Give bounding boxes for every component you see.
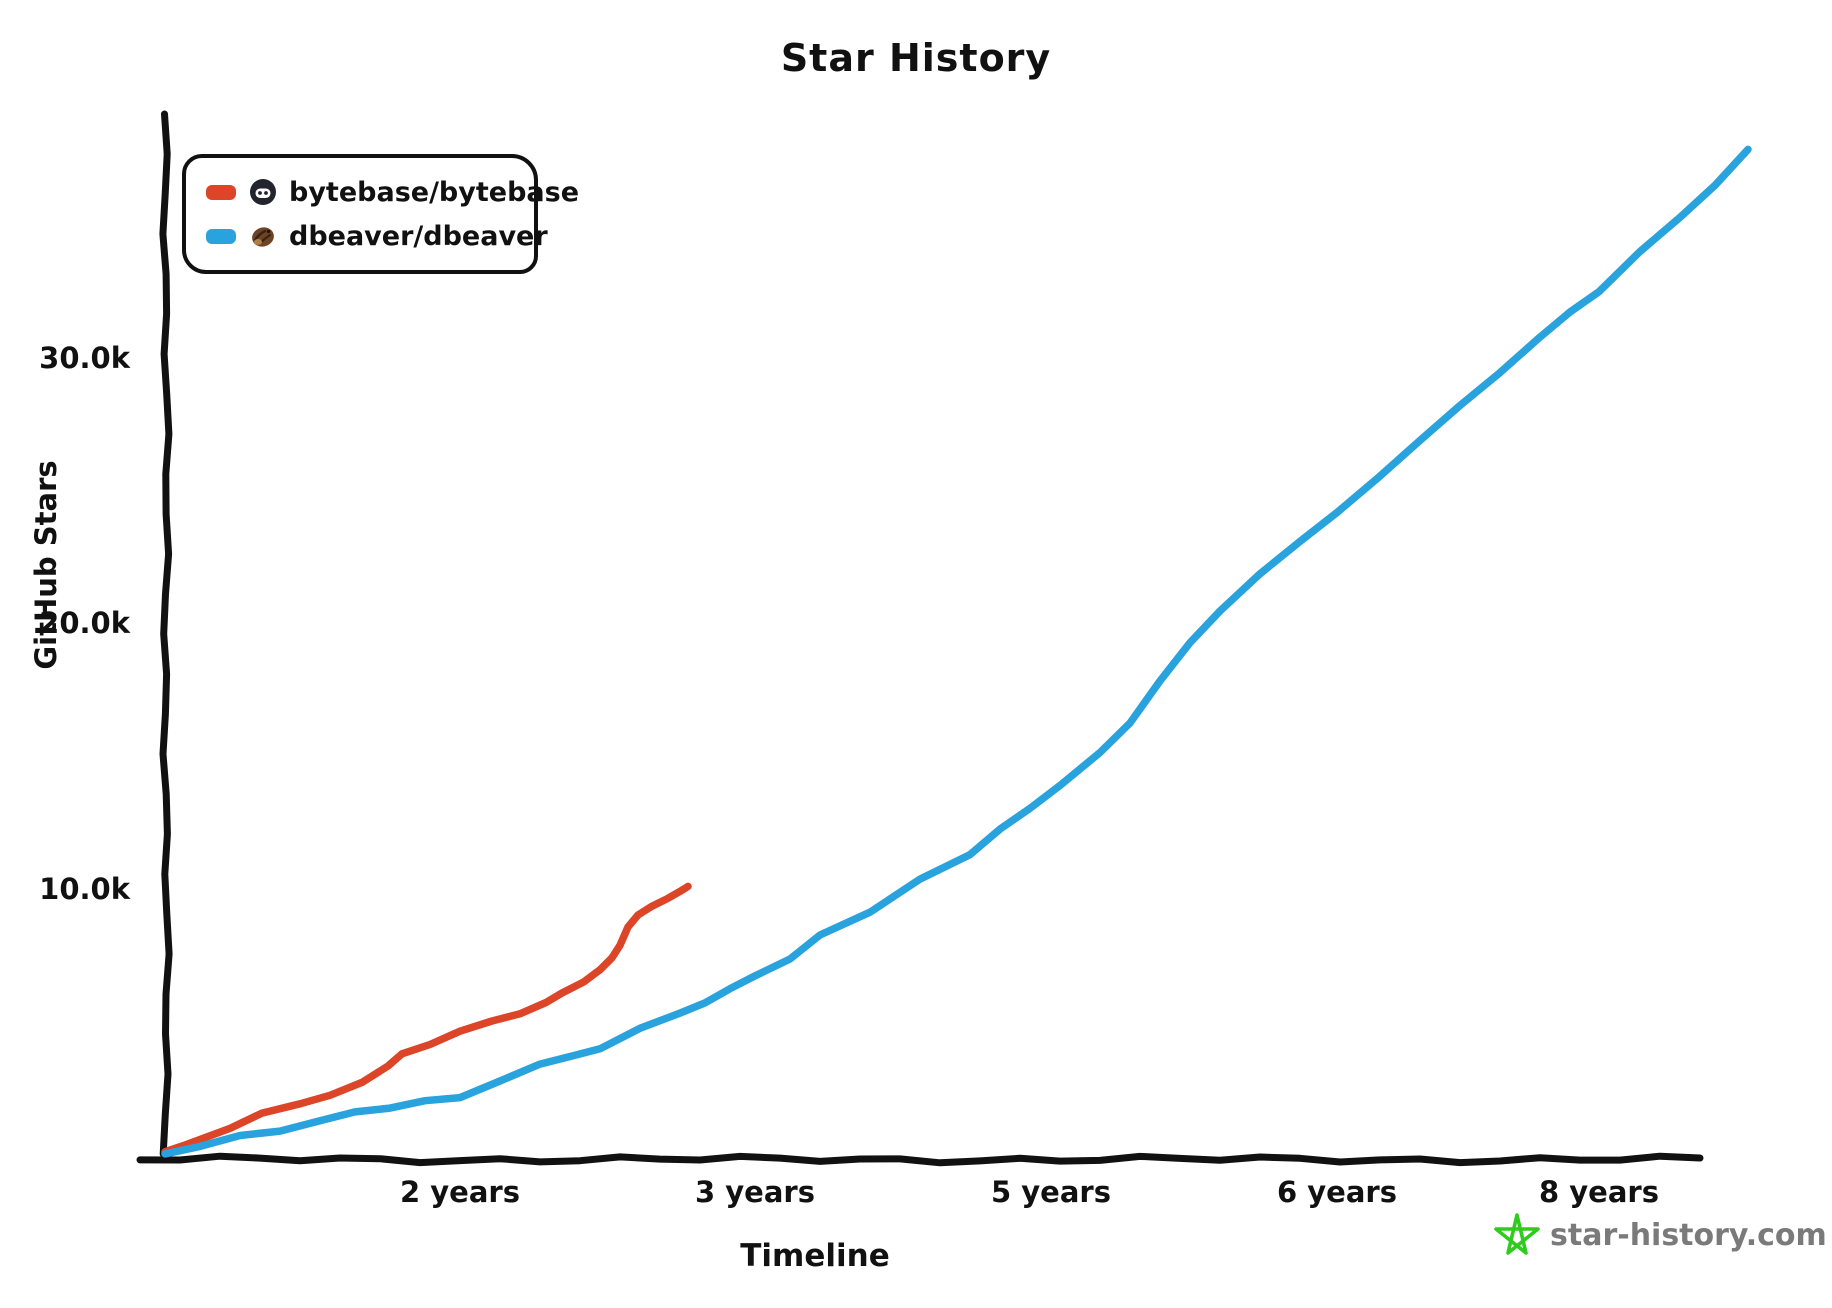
x-tick-label: 8 years [1539, 1175, 1659, 1209]
legend: bytebase/bytebase dbeaver/dbeaver [182, 154, 579, 274]
bytebase-color-swatch [206, 184, 236, 200]
dbeaver-avatar-icon [252, 227, 274, 247]
legend-item-dbeaver: dbeaver/dbeaver [206, 214, 548, 258]
dbeaver-color-swatch [206, 228, 236, 244]
star-history-logo-icon [1494, 1213, 1540, 1255]
series-line-dbeaver [161, 145, 1752, 1158]
x-tick-label: 5 years [991, 1175, 1111, 1209]
watermark: star-history.com [1494, 1212, 1827, 1258]
y-axis-line [159, 110, 173, 1158]
x-tick-label: 2 years [400, 1175, 520, 1209]
y-tick-label: 20.0k [39, 606, 130, 640]
x-axis-line [136, 1152, 1704, 1167]
legend-label-dbeaver: dbeaver/dbeaver [289, 220, 548, 252]
chart-title: Star History [780, 36, 1052, 80]
bytebase-avatar-icon [250, 179, 276, 205]
series-line-bytebase [161, 882, 692, 1156]
x-tick-label: 6 years [1277, 1175, 1397, 1209]
y-tick-label: 30.0k [39, 341, 130, 375]
y-tick-label: 10.0k [39, 872, 130, 906]
legend-label-bytebase: bytebase/bytebase [289, 176, 580, 208]
x-axis-title: Timeline [740, 1238, 890, 1274]
watermark-text: star-history.com [1550, 1217, 1827, 1253]
x-tick-label: 3 years [695, 1175, 815, 1209]
legend-item-bytebase: bytebase/bytebase [206, 170, 579, 214]
